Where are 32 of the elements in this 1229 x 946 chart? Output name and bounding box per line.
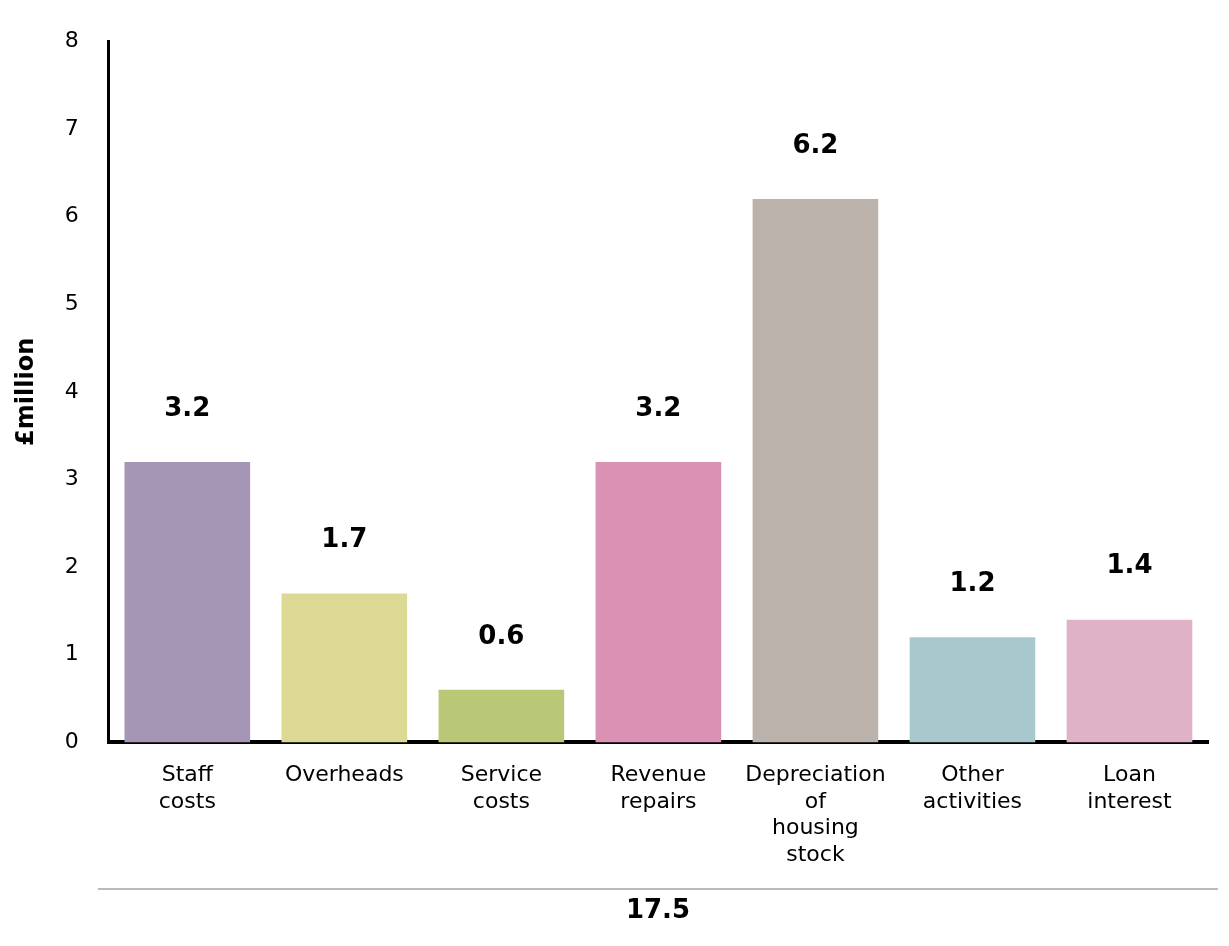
bar — [1066, 619, 1193, 743]
x-tick-label: Loan interest — [1087, 761, 1173, 813]
data-label: 0.6 — [478, 619, 525, 650]
y-tick-label: 7 — [64, 114, 79, 140]
x-tick-label: Service costs — [460, 761, 543, 813]
x-tick-label: Depreciation of housing stock — [745, 761, 886, 866]
data-label: 1.7 — [321, 523, 368, 554]
y-tick-label: 3 — [64, 465, 79, 491]
bar — [438, 689, 565, 743]
text: 17.5 — [98, 888, 1218, 924]
bar — [124, 461, 251, 743]
bar — [281, 593, 408, 743]
x-tick-label: Staff costs — [158, 761, 216, 813]
bar — [595, 461, 722, 743]
y-tick-label: 4 — [64, 377, 79, 403]
y-tick-label: 5 — [64, 289, 79, 315]
data-label: 6.2 — [792, 128, 839, 159]
data-label: 1.4 — [1106, 549, 1153, 580]
data-label: 1.2 — [949, 566, 996, 597]
y-tick-label: 2 — [64, 552, 79, 578]
bar — [752, 198, 879, 743]
y-tick-label: 6 — [64, 202, 79, 228]
y-tick-label: 1 — [64, 640, 79, 666]
data-label: 3.2 — [164, 391, 211, 422]
data-label: 3.2 — [635, 391, 682, 422]
y-tick-label: 0 — [64, 728, 79, 754]
y-tick-label: 8 — [64, 26, 79, 52]
y-axis-title: £million — [10, 337, 39, 446]
x-tick-label: Other activities — [922, 761, 1023, 813]
x-tick-label: Revenue repairs — [610, 761, 707, 813]
bar — [909, 637, 1036, 743]
x-tick-label: Overheads — [284, 761, 404, 787]
